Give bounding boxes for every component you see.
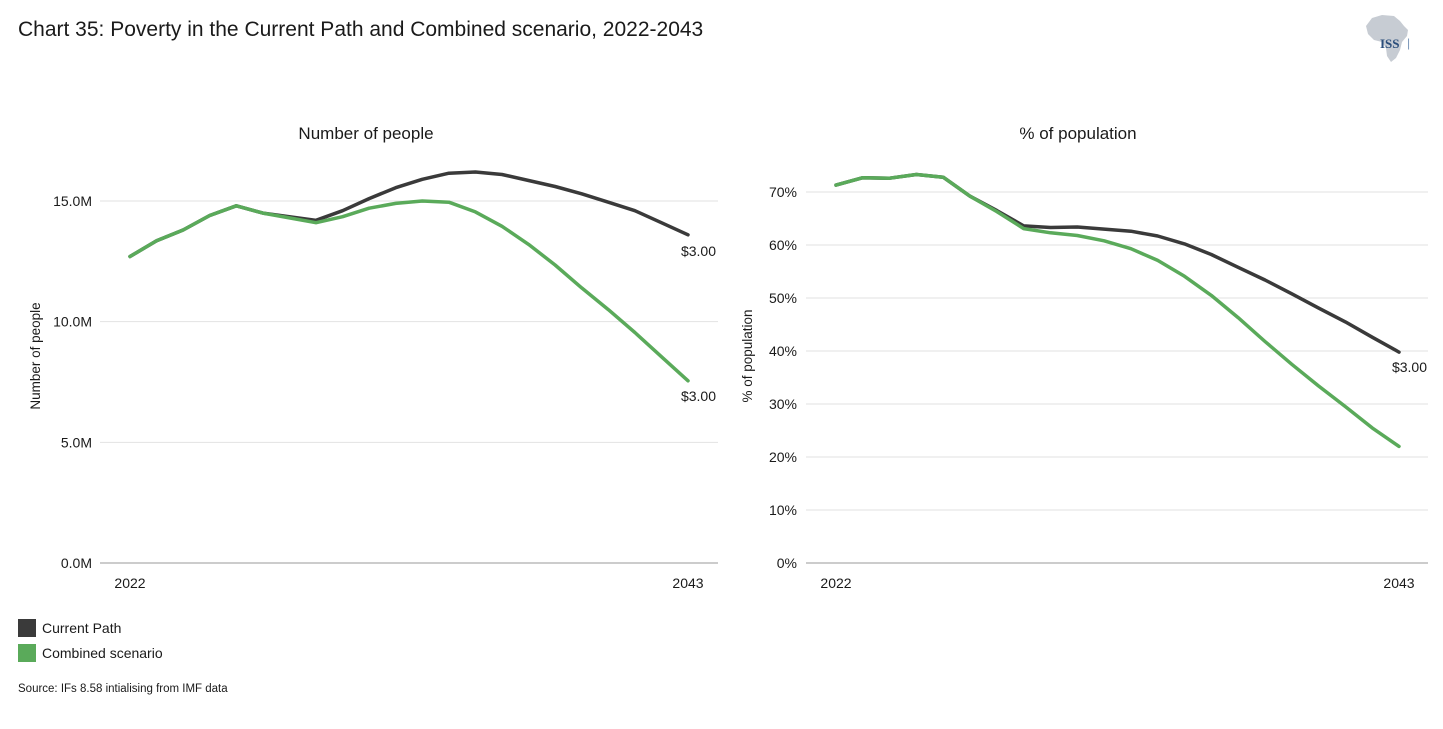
- chart2-ytick-label: 10%: [769, 502, 797, 518]
- chart2-ytick-label: 0%: [777, 555, 797, 571]
- legend-swatch-current-path: [18, 618, 36, 637]
- chart1-xtick-label: 2022: [114, 575, 145, 591]
- chart2-ytick-label: 60%: [769, 237, 797, 253]
- logo-separator: |: [1407, 36, 1411, 50]
- chart1-ytick-label: 10.0M: [53, 314, 92, 330]
- chart2-xtick-label: 2022: [820, 575, 851, 591]
- chart1-title: Number of people: [298, 124, 433, 143]
- chart2-end-label-current-path: $3.00: [1392, 359, 1427, 375]
- chart1-end-label-current-path: $3.00: [681, 243, 716, 259]
- chart2-ylabel: % of population: [740, 309, 755, 402]
- chart1-ylabel: Number of people: [28, 302, 43, 409]
- legend-label-current-path: Current Path: [42, 619, 122, 636]
- chart1-xtick-label: 2043: [672, 575, 703, 591]
- chart1-ytick-label: 5.0M: [61, 434, 92, 450]
- legend-item-current-path: Current Path: [18, 615, 163, 640]
- charts-area: Number of people Number of people 0.0M 5.0M…: [28, 124, 1428, 591]
- chart1-ytick-label: 0.0M: [61, 555, 92, 571]
- legend-item-combined-scenario: Combined scenario: [18, 640, 163, 665]
- chart2-xtick-label: 2043: [1383, 575, 1414, 591]
- chart2-title: % of population: [1019, 124, 1136, 143]
- legend: Current Path Combined scenario: [18, 615, 163, 665]
- chart2-series-current-path-line: [834, 172, 1401, 354]
- logo-iss-text: ISS: [1380, 36, 1400, 51]
- iss-afi-logo: ISS |: [1360, 12, 1430, 66]
- africa-map-icon: [1366, 15, 1408, 62]
- chart2-ytick-label: 20%: [769, 449, 797, 465]
- legend-swatch-combined-scenario: [18, 643, 36, 662]
- chart2-ytick-label: 50%: [769, 290, 797, 306]
- chart1-series-combined-scenario-line: [128, 199, 690, 383]
- chart2-ytick-label: 30%: [769, 396, 797, 412]
- chart1-end-label-combined-scenario: $3.00: [681, 388, 716, 404]
- chart2-ytick-label: 70%: [769, 184, 797, 200]
- chart2-ytick-label: 40%: [769, 343, 797, 359]
- chart2-series-combined-scenario-line: [834, 172, 1401, 449]
- source-note: Source: IFs 8.58 intialising from IMF da…: [18, 683, 228, 695]
- chart1-ytick-label: 15.0M: [53, 193, 92, 209]
- legend-label-combined-scenario: Combined scenario: [42, 644, 163, 661]
- page-title: Chart 35: Poverty in the Current Path an…: [18, 18, 704, 41]
